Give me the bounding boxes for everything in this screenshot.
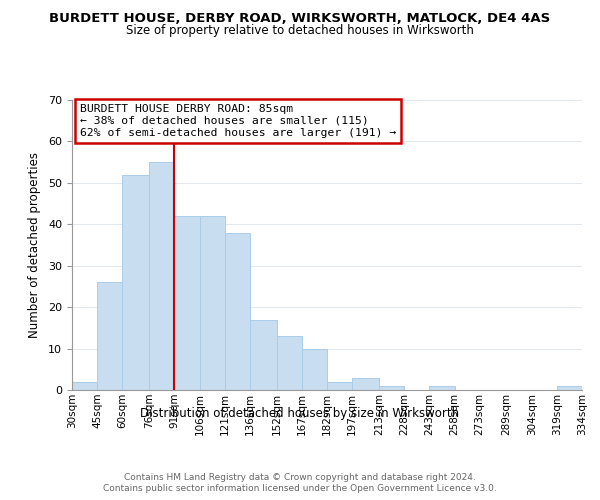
Bar	[175, 216, 199, 390]
Text: Contains HM Land Registry data © Crown copyright and database right 2024.: Contains HM Land Registry data © Crown c…	[124, 472, 476, 482]
Bar	[199, 216, 224, 390]
Bar	[302, 348, 327, 390]
Bar	[250, 320, 277, 390]
Text: Distribution of detached houses by size in Wirksworth: Distribution of detached houses by size …	[140, 408, 460, 420]
Bar	[352, 378, 379, 390]
Bar	[224, 232, 250, 390]
Text: BURDETT HOUSE DERBY ROAD: 85sqm
← 38% of detached houses are smaller (115)
62% o: BURDETT HOUSE DERBY ROAD: 85sqm ← 38% of…	[80, 104, 396, 138]
Bar	[72, 382, 97, 390]
Bar	[430, 386, 455, 390]
Bar	[277, 336, 302, 390]
Text: Contains public sector information licensed under the Open Government Licence v3: Contains public sector information licen…	[103, 484, 497, 493]
Bar	[97, 282, 122, 390]
Bar	[379, 386, 404, 390]
Bar	[557, 386, 582, 390]
Text: Size of property relative to detached houses in Wirksworth: Size of property relative to detached ho…	[126, 24, 474, 37]
Y-axis label: Number of detached properties: Number of detached properties	[28, 152, 41, 338]
Text: BURDETT HOUSE, DERBY ROAD, WIRKSWORTH, MATLOCK, DE4 4AS: BURDETT HOUSE, DERBY ROAD, WIRKSWORTH, M…	[49, 12, 551, 26]
Bar	[149, 162, 175, 390]
Bar	[122, 174, 149, 390]
Bar	[327, 382, 352, 390]
